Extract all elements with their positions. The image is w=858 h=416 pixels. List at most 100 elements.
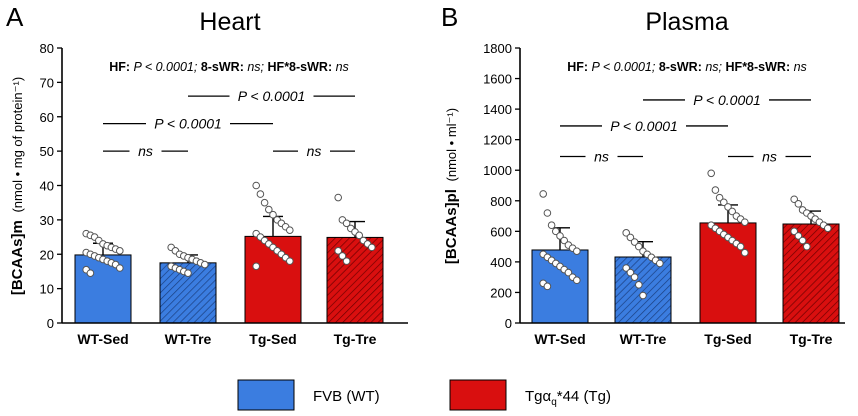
y-axis-label: [BCAAs]m (nmol • mg of protein⁻¹)	[9, 77, 26, 295]
y-tick-label: 40	[40, 179, 54, 194]
y-tick-label: 1200	[483, 133, 512, 148]
bracket-label: ns	[594, 148, 609, 164]
data-point	[265, 205, 273, 214]
y-tick-label: 800	[490, 194, 512, 209]
y-axis-label-main: [BCAAs]m	[9, 220, 26, 295]
data-point	[547, 221, 556, 230]
y-tick-label: 1000	[483, 163, 512, 178]
data-point	[630, 238, 639, 246]
y-axis-label-main: [BCAAs]pl	[443, 189, 460, 264]
data-point	[798, 236, 807, 245]
y-tick-label: 1600	[483, 72, 512, 87]
y-tick-label: 1400	[483, 102, 512, 117]
data-point	[736, 242, 745, 251]
data-point	[790, 227, 799, 236]
chart-title: Heart	[199, 8, 260, 36]
data-point	[116, 264, 124, 272]
y-tick-label: 0	[505, 316, 512, 331]
y-tick-label: 30	[40, 213, 54, 228]
stats-line: HF: P < 0.0001; 8-sWR: ns; HF*8-sWR: ns	[109, 60, 349, 74]
data-point	[626, 233, 635, 242]
y-tick-label: 0	[47, 316, 54, 331]
data-point	[724, 203, 732, 211]
data-point	[741, 248, 749, 257]
x-tick-label: Tg-Sed	[249, 331, 296, 347]
data-point	[622, 264, 631, 272]
x-tick-label: Tg-Tre	[334, 331, 377, 347]
data-point	[342, 219, 351, 228]
data-point	[334, 247, 343, 255]
data-point	[622, 229, 631, 237]
data-point	[790, 195, 799, 204]
data-point	[556, 232, 564, 240]
chart-title: Plasma	[645, 8, 728, 36]
axes	[519, 48, 845, 324]
data-point	[552, 227, 560, 236]
bars	[531, 222, 840, 324]
data-point	[794, 232, 803, 240]
data-point	[741, 218, 749, 226]
y-tick-label: 200	[490, 285, 512, 300]
data-point	[564, 268, 573, 277]
data-point	[728, 207, 737, 216]
legend-label-wt: FVB (WT)	[313, 388, 380, 405]
y-axis-label-unit: (nmol • mg of protein⁻¹)	[10, 77, 25, 213]
panel-plasma: B Plasma [BCAAs]pl (nmol • ml⁻¹) HF: P <…	[441, 2, 845, 347]
bracket-label: P < 0.0001	[238, 88, 306, 104]
data-point	[720, 198, 728, 207]
bracket-label: P < 0.0001	[693, 92, 761, 108]
data-point	[252, 181, 261, 190]
bracket-label: ns	[307, 143, 322, 159]
legend-label-tg: Tgαq*44 (Tg)	[525, 388, 611, 408]
data-point	[711, 186, 720, 194]
axes	[61, 48, 408, 324]
data-point	[256, 190, 265, 198]
y-tick-label: 60	[40, 110, 54, 125]
data-point	[539, 190, 548, 198]
data-point	[184, 269, 192, 277]
legend-swatch-tg	[449, 379, 507, 411]
data-point	[86, 269, 95, 277]
data-point	[116, 247, 124, 255]
data-point	[639, 291, 647, 300]
x-axis-labels: WT-Sed WT-Tre Tg-Sed Tg-Tre	[534, 331, 832, 347]
data-point	[342, 257, 351, 265]
data-point	[338, 252, 347, 260]
y-tick-label: 20	[40, 247, 54, 262]
data-point	[794, 200, 803, 208]
svg-text:[BCAAs]m (nmol • mg: [BCAAs]m (nmol • mg of protein⁻¹)	[9, 77, 26, 295]
data-point	[656, 259, 664, 268]
bracket-label: ns	[138, 143, 153, 159]
data-point	[286, 257, 294, 265]
data-point	[635, 242, 643, 251]
data-point	[355, 231, 364, 240]
panel-letter: A	[6, 2, 24, 32]
data-points	[539, 169, 832, 300]
x-tick-label: WT-Sed	[534, 331, 585, 347]
data-point	[269, 210, 277, 219]
data-points	[82, 181, 376, 277]
y-tick-label: 400	[490, 255, 512, 270]
y-tick-label: 10	[40, 282, 54, 297]
legend: FVB (WT) Tgαq*44 (Tg)	[237, 379, 611, 411]
x-tick-label: WT-Tre	[165, 331, 212, 347]
y-axis-label: [BCAAs]pl (nmol • ml⁻¹)	[443, 108, 460, 264]
y-tick-label: 80	[40, 41, 54, 56]
y-tick-label: 1800	[483, 41, 512, 56]
bar-wt-sed	[531, 249, 589, 324]
x-tick-label: Tg-Tre	[790, 331, 833, 347]
data-point	[201, 260, 209, 269]
panel-heart: A Heart [BCAAs]m (nmol • mg of protein⁻¹…	[6, 2, 408, 347]
data-point	[260, 198, 269, 207]
data-point	[803, 242, 811, 251]
x-tick-label: WT-Tre	[620, 331, 667, 347]
error-bars	[550, 204, 821, 257]
panel-letter: B	[441, 2, 458, 32]
x-axis-labels: WT-Sed WT-Tre Tg-Sed Tg-Tre	[77, 331, 376, 347]
bracket-label: ns	[762, 148, 777, 164]
y-tick-label: 600	[490, 224, 512, 239]
data-point	[286, 226, 294, 234]
data-point	[334, 193, 343, 202]
